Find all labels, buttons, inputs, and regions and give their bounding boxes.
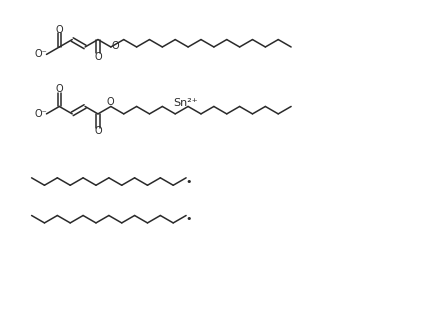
Text: O⁻: O⁻ <box>35 49 47 59</box>
Text: O: O <box>106 97 114 107</box>
Text: O: O <box>94 126 102 136</box>
Text: O⁻: O⁻ <box>35 109 47 119</box>
Text: O: O <box>111 41 119 52</box>
Text: O: O <box>56 25 63 35</box>
Text: Sn²⁺: Sn²⁺ <box>173 99 197 108</box>
Text: O: O <box>56 84 63 94</box>
Text: O: O <box>94 52 102 62</box>
Text: •: • <box>186 177 192 187</box>
Text: •: • <box>186 215 192 224</box>
